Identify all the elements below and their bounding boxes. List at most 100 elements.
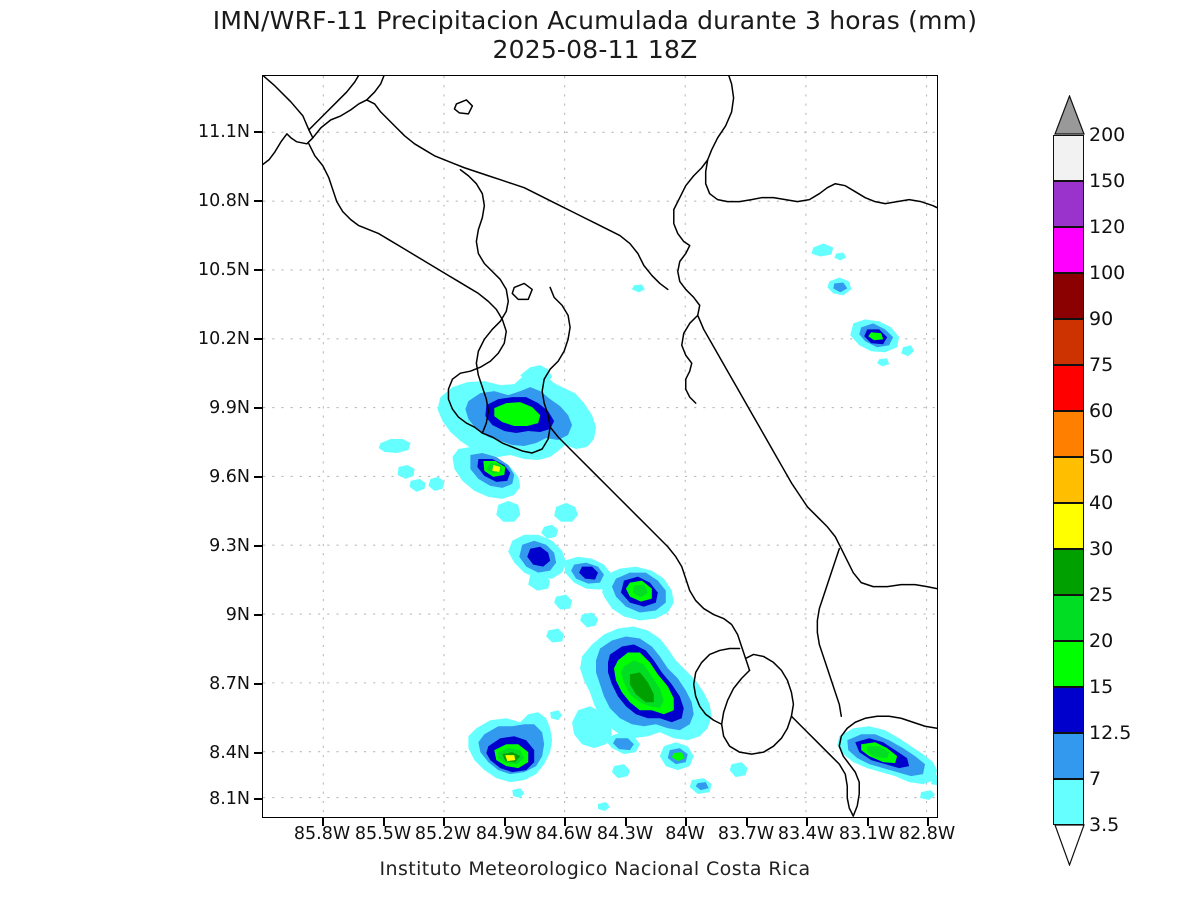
precip-speck-8	[580, 612, 599, 628]
precip-cell-caribbean	[811, 243, 915, 367]
y-tick-mark	[254, 614, 262, 616]
x-tick-mark	[625, 818, 627, 826]
x-tick-label: 83.1W	[838, 824, 896, 844]
colorbar-tick-label: 20	[1089, 630, 1114, 652]
x-tick-label: 83.4W	[777, 824, 835, 844]
colorbar-band-7-12.5[interactable]	[1053, 733, 1084, 779]
colorbar-tick-label: 12.5	[1089, 722, 1132, 744]
y-tick-mark	[254, 407, 262, 409]
precip-speck-1	[378, 439, 411, 453]
colorbar-band-20-25[interactable]	[1053, 595, 1084, 641]
precip-cell-nicoya	[437, 365, 597, 499]
x-tick-label: 85.2W	[414, 824, 472, 844]
chart-subtitle: 2025-08-11 18Z	[492, 35, 698, 64]
colorbar-band-12.5-15[interactable]	[1053, 687, 1084, 733]
precip-speck-7	[554, 594, 573, 610]
precip-speck-14	[729, 762, 748, 778]
y-tick-mark	[254, 752, 262, 754]
footer-credit: Instituto Meteorologico Nacional Costa R…	[379, 858, 811, 880]
x-tick-mark	[685, 818, 687, 826]
colorbar-band-40-50[interactable]	[1053, 457, 1084, 503]
y-tick-label: 10.5N	[197, 259, 250, 280]
precip-speck-17	[512, 788, 525, 799]
y-tick-label: 9.3N	[209, 535, 250, 556]
y-tick-label: 10.8N	[197, 190, 250, 211]
x-tick-label: 84.3W	[596, 824, 654, 844]
colorbar-tick-label: 150	[1089, 170, 1126, 192]
colorbar-band-90-100[interactable]	[1053, 273, 1084, 319]
x-tick-mark	[564, 818, 566, 826]
colorbar-band-100-120[interactable]	[1053, 227, 1084, 273]
y-tick-label: 8.7N	[209, 673, 250, 694]
colorbar-tick-label: 25	[1089, 584, 1114, 606]
x-tick-mark	[746, 818, 748, 826]
precip-cell-chain1	[496, 500, 620, 599]
coastline-and-borders	[263, 76, 937, 817]
precip-speck-21	[631, 284, 645, 293]
precip-speck-4	[428, 476, 445, 491]
precip-cell-panama	[837, 726, 937, 786]
precip-speck-20	[920, 790, 936, 801]
x-tick-mark	[383, 818, 385, 826]
y-tick-mark	[254, 683, 262, 685]
colorbar-tick-label: 90	[1089, 308, 1114, 330]
precip-speck-12	[671, 752, 685, 762]
precip-speck-2	[397, 464, 415, 479]
x-tick-mark	[927, 818, 929, 826]
colorbar-tick-label: 120	[1089, 216, 1126, 238]
colorbar-tick-label: 75	[1089, 354, 1114, 376]
y-tick-label: 11.1N	[197, 121, 250, 142]
y-tick-mark	[254, 200, 262, 202]
y-tick-label: 9N	[225, 604, 250, 625]
page-title: IMN/WRF-11 Precipitacion Acumulada duran…	[212, 6, 978, 35]
x-tick-mark	[322, 818, 324, 826]
y-tick-mark	[254, 269, 262, 271]
precipitation-contours	[378, 243, 937, 812]
precip-speck-16	[695, 782, 709, 791]
precip-speck-18	[550, 710, 563, 721]
map-plot-area[interactable]	[262, 75, 938, 818]
colorbar-band-120-150[interactable]	[1053, 181, 1084, 227]
colorbar-band-30-40[interactable]	[1053, 503, 1084, 549]
colorbar-band-25-30[interactable]	[1053, 549, 1084, 595]
colorbar-tick-label: 15	[1089, 676, 1114, 698]
colorbar-tick-label: 100	[1089, 262, 1126, 284]
y-tick-mark	[254, 476, 262, 478]
x-tick-label: 84W	[665, 824, 705, 844]
colorbar-band-3.5-7[interactable]	[1053, 779, 1084, 825]
colorbar-band-15-20[interactable]	[1053, 641, 1084, 687]
y-tick-mark	[254, 338, 262, 340]
x-tick-label: 84.9W	[475, 824, 533, 844]
y-tick-label: 9.6N	[209, 466, 250, 487]
precip-cell-central	[572, 626, 712, 755]
precip-speck-19	[598, 802, 610, 812]
colorbar-tick-label: 60	[1089, 400, 1114, 422]
y-tick-label: 8.4N	[209, 742, 250, 763]
colorbar-tick-label: 7	[1089, 768, 1102, 790]
colorbar-tick-label: 30	[1089, 538, 1114, 560]
x-tick-mark	[504, 818, 506, 826]
colorbar-tick-label: 40	[1089, 492, 1114, 514]
x-tick-label: 83.7W	[717, 824, 775, 844]
precip-speck-13	[611, 764, 630, 779]
y-tick-label: 8.1N	[209, 788, 250, 809]
colorbar-tick-label: 200	[1089, 124, 1126, 146]
colorbar-band-150-200[interactable]	[1053, 135, 1084, 181]
y-tick-label: 9.9N	[209, 397, 250, 418]
precip-speck-6	[541, 524, 559, 539]
colorbar-over-arrow	[1054, 95, 1085, 135]
colorbar-legend[interactable]: 200 150 120 100 90 75 60 50 40 30 25 20 …	[1053, 95, 1183, 866]
gridlines	[263, 76, 937, 817]
precip-speck-3	[409, 478, 426, 492]
precip-cell-quepos	[600, 566, 674, 621]
x-tick-mark	[806, 818, 808, 826]
y-tick-mark	[254, 131, 262, 133]
colorbar-band-75-90[interactable]	[1053, 319, 1084, 365]
x-tick-label: 85.8W	[293, 824, 351, 844]
colorbar-band-50-60[interactable]	[1053, 411, 1084, 457]
x-tick-label: 85.5W	[354, 824, 412, 844]
colorbar-under-arrow	[1054, 824, 1085, 866]
colorbar-tick-label: 3.5	[1089, 814, 1120, 836]
colorbar-band-60-75[interactable]	[1053, 365, 1084, 411]
chart-title-block: IMN/WRF-11 Precipitacion Acumulada duran…	[0, 6, 1190, 64]
